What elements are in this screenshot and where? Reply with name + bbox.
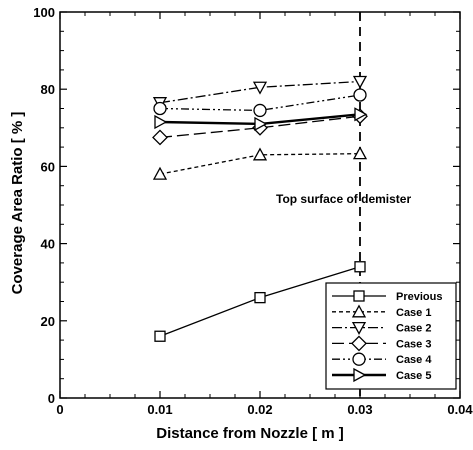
data-point xyxy=(354,261,366,273)
reference-line-label: Top surface of demister xyxy=(276,192,411,206)
data-point xyxy=(352,75,368,89)
data-point xyxy=(352,146,368,160)
legend-label: Previous xyxy=(396,291,442,303)
data-point xyxy=(252,81,268,95)
data-point xyxy=(353,88,367,102)
data-point xyxy=(252,147,268,161)
data-point xyxy=(253,103,267,118)
y-tick-label: 40 xyxy=(41,237,55,252)
series-line-2 xyxy=(159,80,361,104)
legend-label: Case 2 xyxy=(396,323,431,335)
y-axis-label: Coverage Area Ratio [ % ] xyxy=(9,112,26,295)
y-tick-label: 100 xyxy=(33,5,55,20)
legend-label: Case 4 xyxy=(396,354,432,366)
y-tick-label: 20 xyxy=(41,314,55,329)
data-point xyxy=(152,129,168,146)
data-point xyxy=(254,116,268,132)
data-point xyxy=(152,166,168,180)
x-tick-label: 0.04 xyxy=(447,402,473,417)
x-axis-label: Distance from Nozzle [ m ] xyxy=(156,425,344,442)
y-tick-label: 80 xyxy=(41,82,55,97)
data-point xyxy=(154,330,166,342)
legend-label: Case 5 xyxy=(396,370,431,382)
legend: Previous Case 1 Case 2 Case 3 Case 4 Case 5 xyxy=(325,282,457,390)
legend-marker xyxy=(353,290,365,302)
data-point xyxy=(153,101,167,116)
data-point xyxy=(354,107,368,122)
legend-marker xyxy=(351,321,367,335)
data-point xyxy=(254,291,266,304)
plot-layer: 0 0.01 0.02 0.03 0.04 0 20 40 60 80 100 xyxy=(33,5,473,417)
legend-marker xyxy=(353,367,367,383)
legend-marker xyxy=(351,335,367,352)
legend-marker xyxy=(351,304,367,318)
y-tick-label: 60 xyxy=(41,159,55,174)
x-tick-label: 0 xyxy=(56,402,63,417)
legend-label: Case 3 xyxy=(396,338,431,350)
legend-label: Case 1 xyxy=(396,307,431,319)
x-tick-label: 0.03 xyxy=(347,402,372,417)
x-tick-label: 0.01 xyxy=(147,402,172,417)
x-tick-label: 0.02 xyxy=(247,402,272,417)
legend-box xyxy=(325,282,457,390)
legend-marker xyxy=(352,352,366,366)
data-point xyxy=(154,114,168,130)
y-tick-label: 0 xyxy=(48,391,55,406)
